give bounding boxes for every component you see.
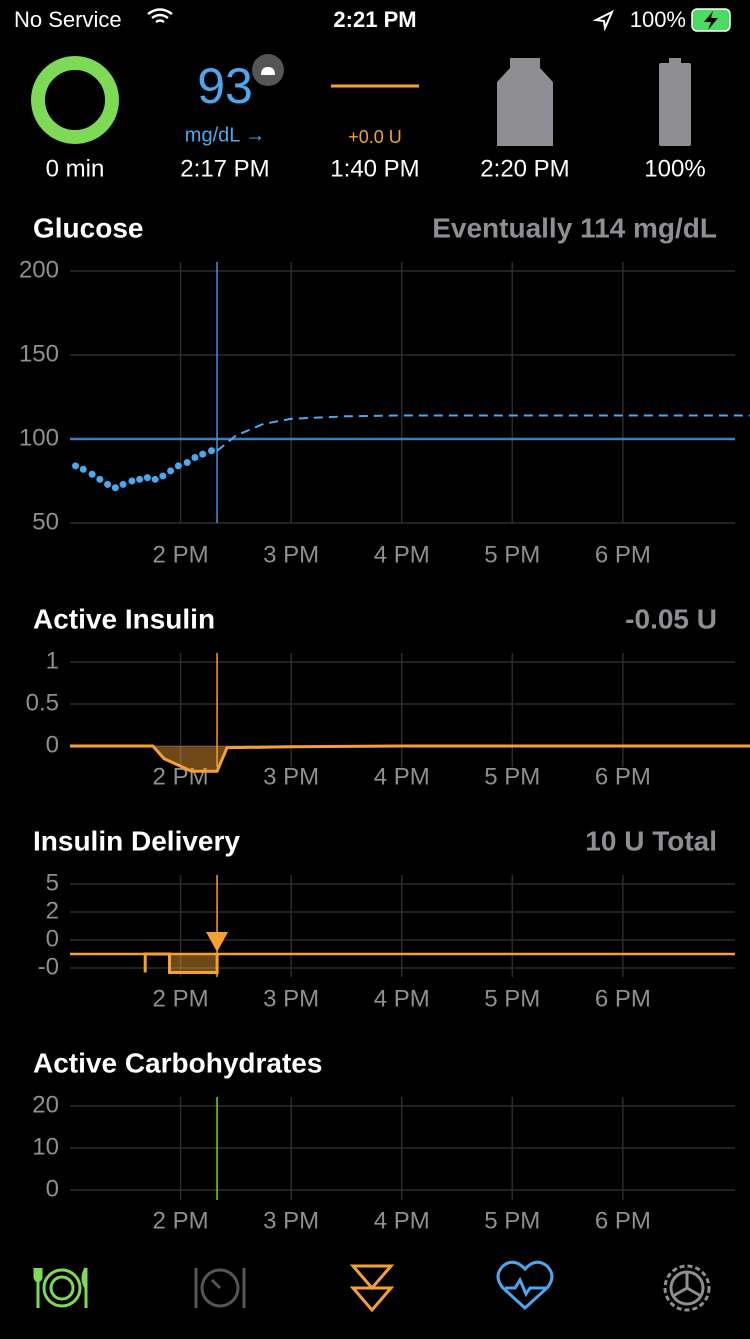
glucose-time: 2:17 PM xyxy=(180,155,269,182)
x-tick-label: 2 PM xyxy=(153,541,209,568)
y-tick-label: 10 xyxy=(32,1133,59,1160)
x-tick-label: 2 PM xyxy=(153,1207,209,1234)
glucose-dot xyxy=(191,453,199,461)
glucose-dot xyxy=(199,450,207,458)
y-tick-label: 100 xyxy=(19,424,59,451)
chart-summary: -0.05 U xyxy=(625,603,717,634)
y-tick-label: 50 xyxy=(32,508,59,535)
y-tick-label: 1 xyxy=(46,647,59,674)
glucose-dot xyxy=(208,447,216,455)
carrier: No Service xyxy=(14,7,122,32)
x-tick-label: 4 PM xyxy=(374,1207,430,1234)
prediction-line xyxy=(216,414,750,452)
temp-basal-area xyxy=(169,954,218,973)
y-tick-label: 2 xyxy=(46,897,59,924)
y-tick-label: 0 xyxy=(46,925,59,952)
y-tick-label: -0 xyxy=(38,953,59,980)
x-tick-label: 2 PM xyxy=(153,763,209,790)
glucose-dot xyxy=(183,459,191,467)
x-tick-label: 5 PM xyxy=(484,1207,540,1234)
glucose-dot xyxy=(151,475,159,483)
y-tick-label: 20 xyxy=(32,1091,59,1118)
x-tick-label: 6 PM xyxy=(595,1207,651,1234)
clock: 2:21 PM xyxy=(333,7,416,32)
chart-title: Insulin Delivery xyxy=(33,825,240,856)
chart-title: Active Carbohydrates xyxy=(33,1047,322,1078)
x-tick-label: 2 PM xyxy=(153,985,209,1012)
basal-rate: +0.0 U xyxy=(348,127,402,147)
x-tick-label: 5 PM xyxy=(484,763,540,790)
pump-battery-level: 100% xyxy=(644,155,705,182)
tab-prebolus[interactable] xyxy=(194,1268,246,1308)
chart-title: Active Insulin xyxy=(33,603,215,634)
wifi-icon xyxy=(147,8,173,24)
glucose-dot xyxy=(96,475,104,483)
x-tick-label: 4 PM xyxy=(374,985,430,1012)
glucose-dot xyxy=(88,470,96,478)
battery-percent: 100% xyxy=(630,7,686,32)
glucose-dot xyxy=(136,475,144,483)
reservoir-time: 2:20 PM xyxy=(480,155,569,182)
glucose-dot xyxy=(143,474,151,482)
glucose-dot xyxy=(104,480,112,488)
y-tick-label: 0 xyxy=(46,731,59,758)
badge-icon xyxy=(261,67,275,75)
x-tick-label: 3 PM xyxy=(263,541,319,568)
x-tick-label: 4 PM xyxy=(374,541,430,568)
reservoir-icon[interactable] xyxy=(497,58,553,146)
chart-summary: 10 U Total xyxy=(585,825,717,856)
glucose-dot xyxy=(79,465,87,473)
x-tick-label: 3 PM xyxy=(263,763,319,790)
y-tick-label: 0.5 xyxy=(26,689,59,716)
tab-carbs[interactable] xyxy=(33,1267,88,1308)
glucose-dot xyxy=(111,484,119,492)
y-tick-label: 150 xyxy=(19,340,59,367)
glucose-dot xyxy=(72,462,80,470)
loop-age: 0 min xyxy=(46,155,105,182)
x-tick-label: 5 PM xyxy=(484,985,540,1012)
glucose-dot xyxy=(174,462,182,470)
y-tick-label: 5 xyxy=(46,869,59,896)
glucose-dot xyxy=(159,472,167,480)
charging-bolt xyxy=(704,11,718,30)
x-tick-label: 6 PM xyxy=(595,541,651,568)
tab-bolus[interactable] xyxy=(349,1264,395,1313)
x-tick-label: 6 PM xyxy=(595,763,651,790)
glucose-unit: mg/dL → xyxy=(185,124,265,146)
x-tick-label: 3 PM xyxy=(263,1207,319,1234)
x-tick-label: 4 PM xyxy=(374,763,430,790)
tab-health[interactable] xyxy=(496,1260,554,1311)
insulin-area xyxy=(70,746,750,772)
pump-battery-cap xyxy=(669,58,681,64)
glucose-dot xyxy=(119,480,127,488)
glucose-dot xyxy=(128,477,136,485)
chart-summary: Eventually 114 mg/dL xyxy=(432,212,717,243)
y-tick-label: 200 xyxy=(19,256,59,283)
glucose-value[interactable]: 93 xyxy=(197,58,253,114)
tab-settings[interactable] xyxy=(663,1264,711,1312)
glucose-dot xyxy=(167,467,175,475)
basal-time: 1:40 PM xyxy=(330,155,419,182)
bolus-marker xyxy=(206,932,229,953)
insulin-line xyxy=(70,744,750,773)
chart-title: Glucose xyxy=(33,212,143,243)
temp-basal-line xyxy=(143,952,219,974)
y-tick-label: 0 xyxy=(46,1175,59,1202)
location-icon xyxy=(592,9,615,32)
loop-ring[interactable] xyxy=(31,56,119,144)
x-tick-label: 3 PM xyxy=(263,985,319,1012)
x-tick-label: 5 PM xyxy=(484,541,540,568)
x-tick-label: 6 PM xyxy=(595,985,651,1012)
pump-battery-icon[interactable] xyxy=(659,63,691,146)
